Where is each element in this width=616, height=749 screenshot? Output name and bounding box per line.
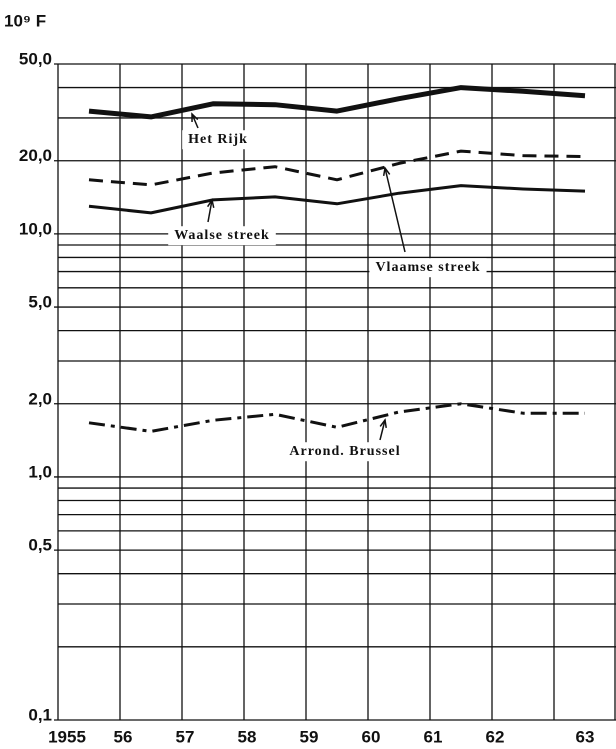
series-line: [88, 402, 585, 433]
series-line: [88, 184, 586, 215]
annotation: Arrond. Brussel: [283, 442, 407, 462]
series-label: Arrond. Brussel: [289, 444, 400, 459]
arrow-head: [206, 198, 215, 208]
arrow-shaft: [191, 113, 199, 129]
label-background: [168, 226, 276, 246]
label-background: [283, 442, 407, 462]
annotation: Waalse streek: [168, 226, 276, 246]
y-tick-label: 0,1: [28, 705, 52, 724]
x-tick-label: 57: [176, 727, 195, 746]
arrow-shaft: [384, 167, 406, 253]
label-background: [369, 258, 487, 278]
x-tick-label: 62: [486, 727, 505, 746]
series-label: Vlaamse streek: [375, 260, 480, 275]
x-tick-label: 58: [238, 727, 257, 746]
series-label: Waalse streek: [174, 228, 270, 243]
x-tick-label: 56: [114, 727, 133, 746]
arrow-head: [379, 418, 387, 429]
arrow-shaft: [207, 199, 213, 223]
arrow-shaft: [379, 419, 386, 441]
y-tick-label: 2,0: [28, 389, 52, 408]
x-tick-label: 63: [576, 727, 595, 746]
label-background: [182, 130, 254, 150]
x-tick-label: 60: [362, 727, 381, 746]
x-tick-label: 59: [300, 727, 319, 746]
arrow-head: [382, 166, 391, 177]
series-line: [88, 149, 586, 187]
y-tick-label: 50,0: [19, 49, 52, 68]
x-tick-label: 1955: [48, 727, 86, 746]
series-line: [88, 85, 586, 120]
y-tick-label: 20,0: [19, 146, 52, 165]
annotation: Het Rijk: [182, 130, 254, 150]
y-tick-label: 10,0: [19, 219, 52, 238]
y-tick-label: 0,5: [28, 536, 52, 555]
y-tick-label: 5,0: [28, 293, 52, 312]
unit-label: 10⁹ F: [4, 11, 46, 30]
arrow-head: [191, 112, 199, 123]
annotation: Vlaamse streek: [369, 258, 487, 278]
y-tick-label: 1,0: [28, 462, 52, 481]
series-label: Het Rijk: [188, 132, 248, 147]
x-tick-label: 61: [424, 727, 443, 746]
